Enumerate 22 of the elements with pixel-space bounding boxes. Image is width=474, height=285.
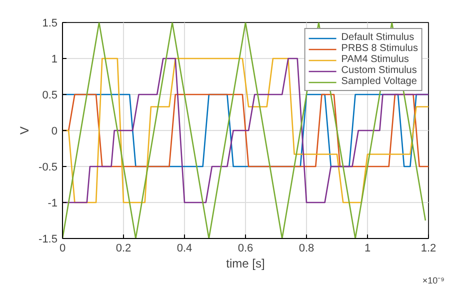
y-tick-label: -0.5 — [38, 162, 58, 174]
x-tick-label: 0.6 — [238, 242, 254, 254]
x-tick-label: 0.4 — [176, 242, 192, 254]
y-tick-label: 1.5 — [42, 18, 58, 30]
legend-label: Default Stimulus — [341, 32, 414, 43]
x-tick-label: 0.8 — [298, 242, 314, 254]
y-tick-label: -1.5 — [38, 234, 58, 246]
legend-label: PAM4 Stimulus — [341, 54, 409, 65]
text: ×10⁻⁹ — [422, 276, 445, 285]
x-tick-label: 0.2 — [116, 242, 132, 254]
x-axis-title: time [s] — [226, 256, 265, 270]
legend-label: Custom Stimulus — [341, 65, 417, 76]
x-tick-label: 1.2 — [420, 242, 436, 254]
y-axis-title: V — [18, 126, 32, 134]
y-tick-label: 0.5 — [42, 90, 58, 102]
x-tick-label: 0 — [59, 242, 66, 254]
legend-label: Sampled Voltage — [341, 76, 417, 87]
y-tick-label: 0 — [51, 126, 58, 138]
x-tick-label: 1 — [364, 242, 371, 254]
legend-label: PRBS 8 Stimulus — [341, 43, 418, 54]
y-tick-label: -1 — [48, 198, 58, 210]
y-tick-label: 1 — [51, 54, 58, 66]
